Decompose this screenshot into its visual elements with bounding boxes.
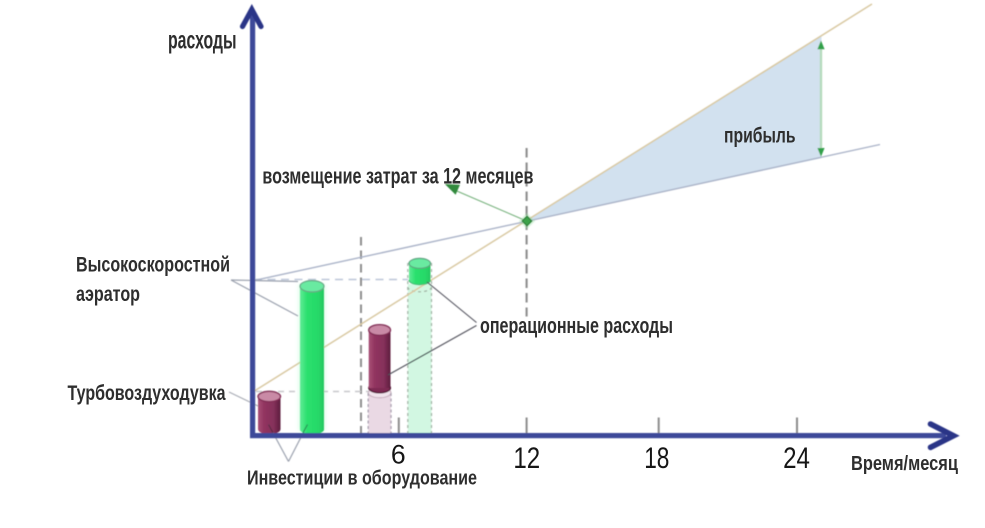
- svg-text:Турбовоздуходувка: Турбовоздуходувка: [68, 382, 226, 405]
- svg-text:аэратор: аэратор: [76, 283, 140, 306]
- svg-text:операционные расходы: операционные расходы: [480, 313, 673, 338]
- svg-text:прибыль: прибыль: [724, 125, 796, 148]
- svg-text:6: 6: [391, 440, 406, 470]
- svg-text:Инвестиции в оборудование: Инвестиции в оборудование: [247, 466, 477, 489]
- svg-text:возмещение затрат за 12 месяце: возмещение затрат за 12 месяцев: [262, 164, 533, 189]
- svg-text:Время/месяц: Время/месяц: [851, 453, 959, 475]
- svg-text:Высокоскоростной: Высокоскоростной: [76, 254, 230, 277]
- svg-text:18: 18: [644, 442, 669, 475]
- svg-text:расходы: расходы: [168, 26, 237, 54]
- svg-text:12: 12: [513, 442, 540, 475]
- svg-text:24: 24: [783, 442, 810, 475]
